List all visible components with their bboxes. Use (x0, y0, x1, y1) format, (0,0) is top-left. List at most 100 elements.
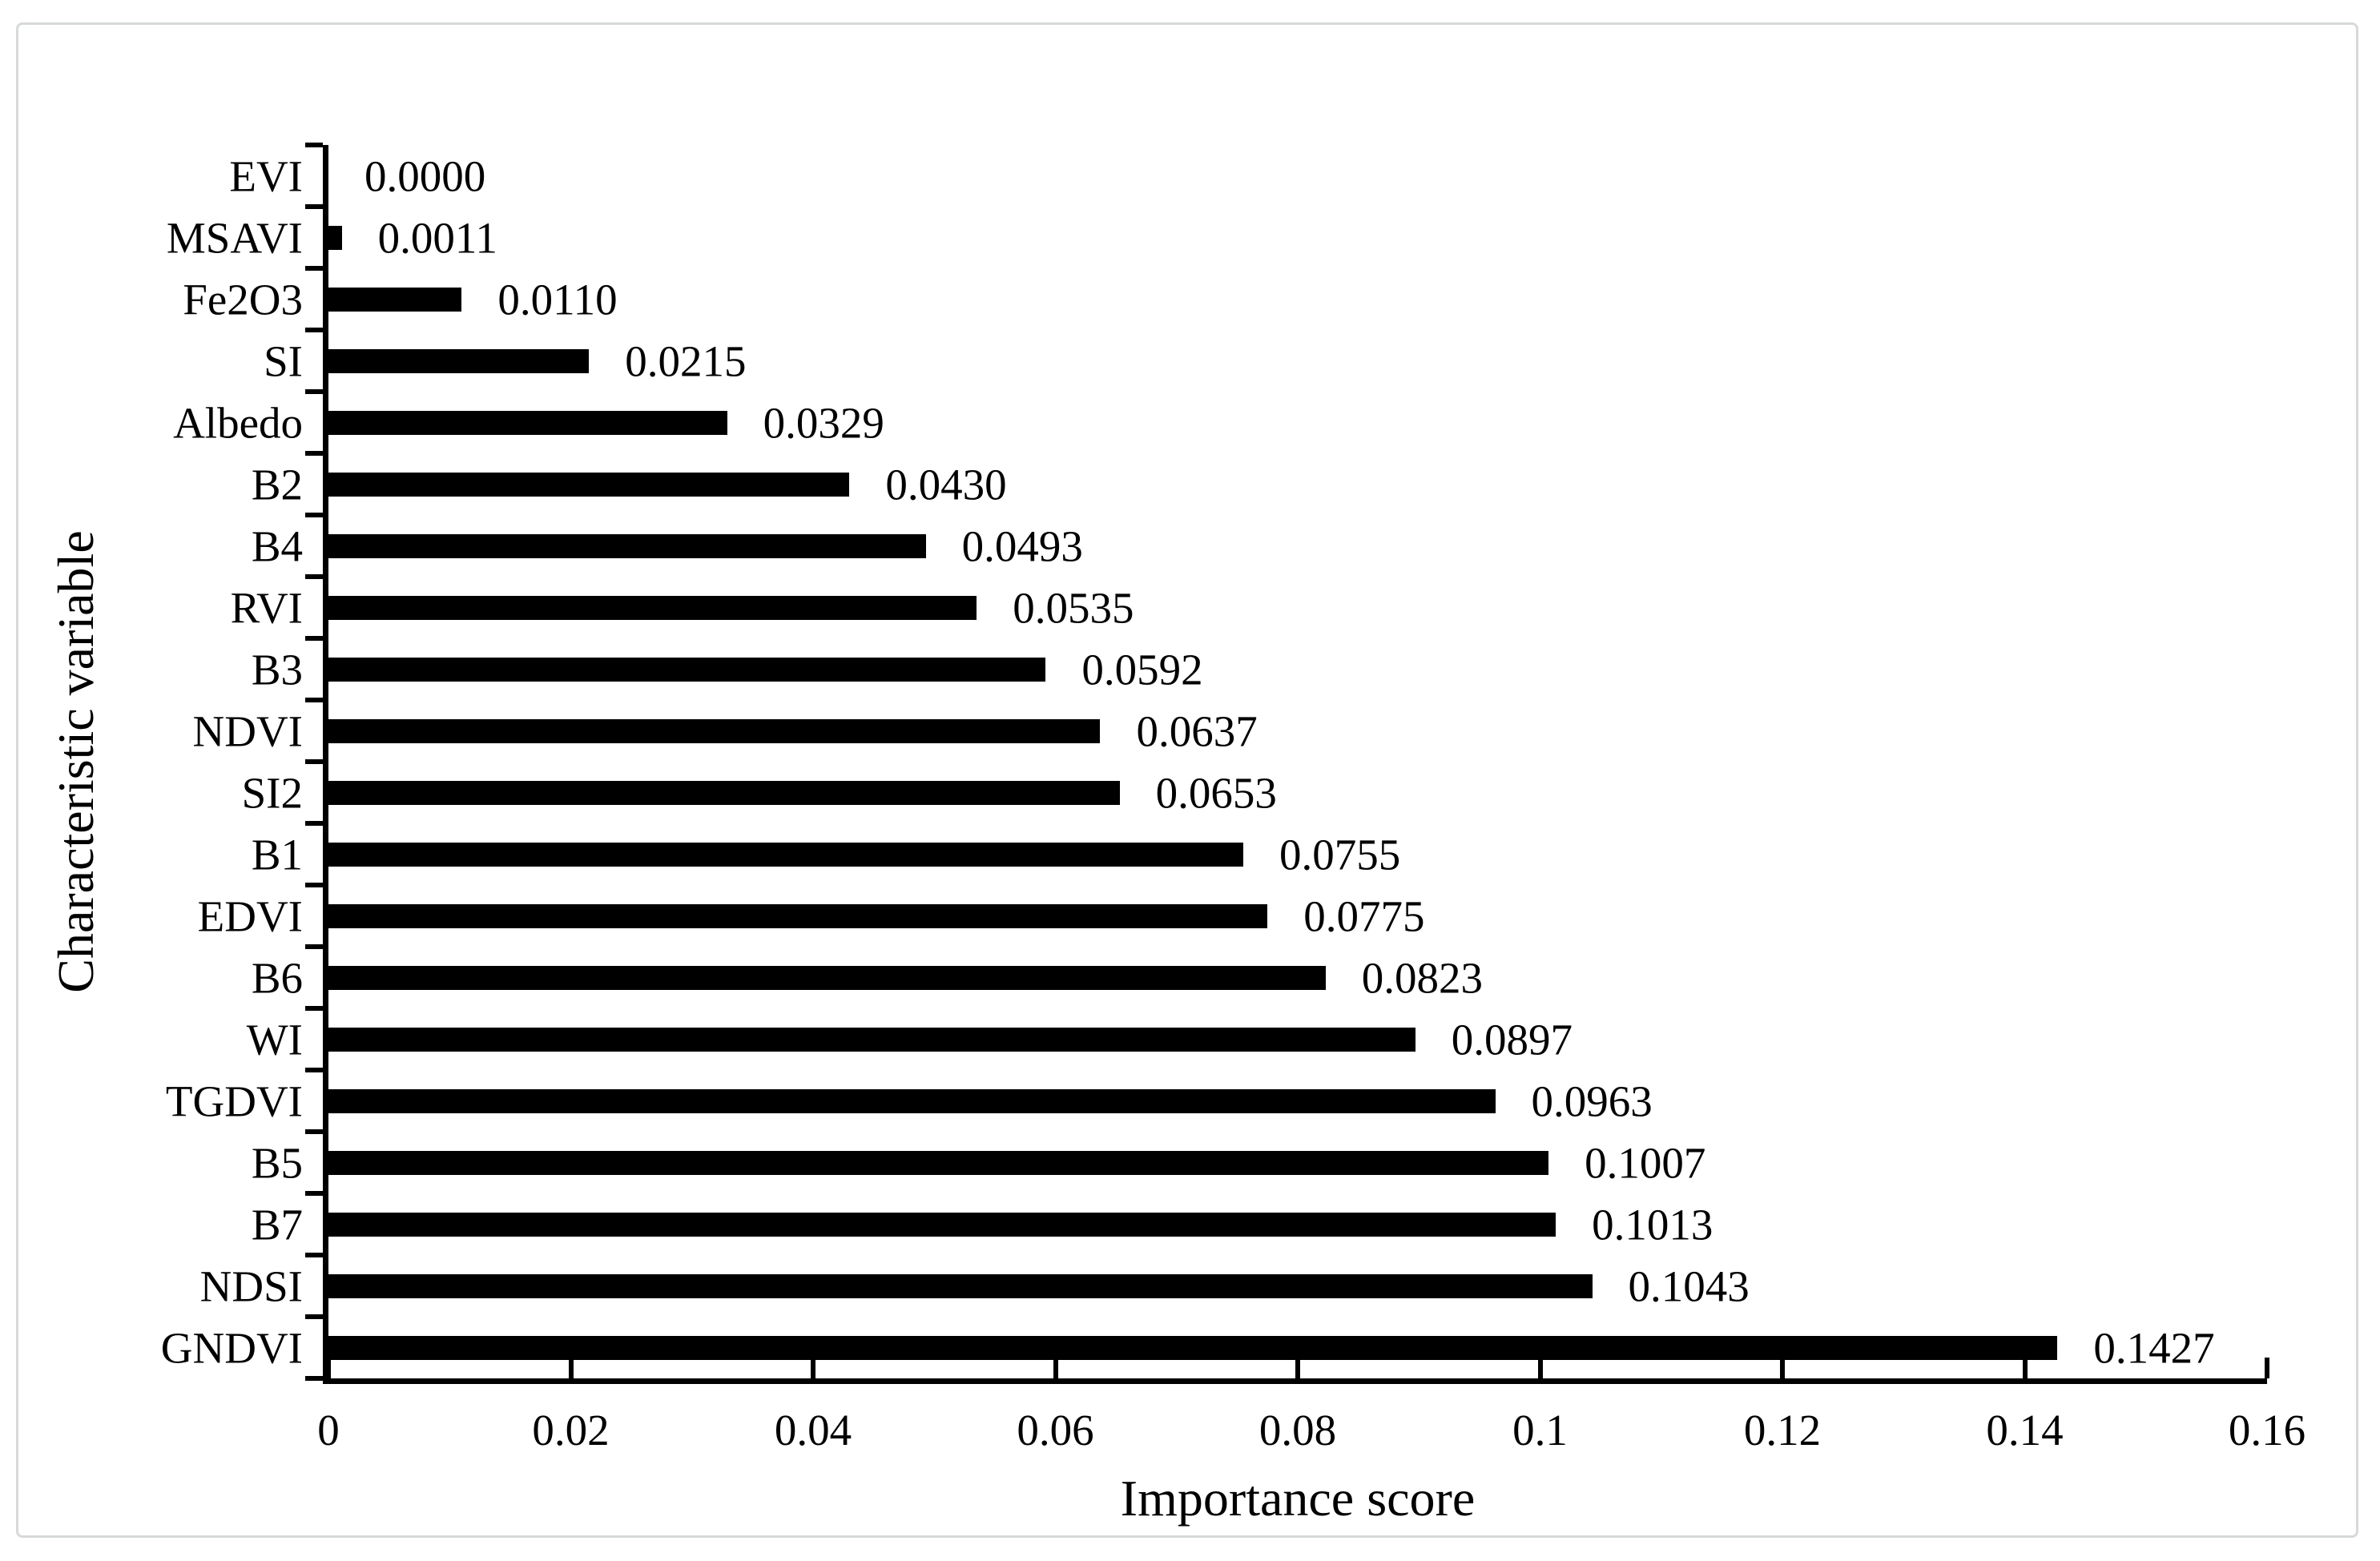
value-label: 0.0000 (364, 151, 486, 200)
y-axis-tick (305, 1068, 323, 1072)
y-axis-tick (305, 451, 323, 456)
category-label: B2 (251, 460, 303, 509)
x-axis-tick-labels: 0 0.02 0.04 0.06 0.08 0.1 0.12 0.14 0.16 (317, 1406, 2305, 1456)
category-label: B5 (251, 1138, 303, 1187)
value-label: 0.0823 (1361, 953, 1484, 1002)
value-label: 0.0775 (1303, 891, 1425, 940)
value-label: 0.0011 (377, 213, 497, 262)
x-axis-tick (1780, 1358, 1785, 1378)
x-tick-label: 0.1 (1512, 1406, 1568, 1454)
bar-row: Albedo 0.0329 (173, 392, 2267, 453)
bar-row: NDSI 0.1043 (200, 1255, 2267, 1317)
y-axis-tick (305, 328, 323, 332)
figure-frame: EVI 0.0000 MSAVI 0.0011 Fe2O3 0.0110 SI 0.0215 A… (16, 22, 2358, 1538)
bar (328, 780, 1120, 805)
bar-row: B7 0.1013 (252, 1193, 2267, 1255)
x-tick-label: 0.08 (1258, 1406, 1337, 1454)
category-label: NDSI (199, 1261, 303, 1310)
bar (328, 903, 1268, 928)
x-axis-tick (568, 1358, 574, 1378)
category-label: TGDVI (165, 1076, 303, 1125)
value-label: 0.0897 (1451, 1015, 1573, 1064)
bar-row: WI 0.0897 (247, 1008, 2267, 1070)
value-label: 0.1043 (1628, 1261, 1750, 1310)
y-axis-tick (305, 143, 323, 147)
bar-row: EDVI 0.0775 (198, 885, 2267, 947)
bar (328, 965, 1326, 990)
bar (328, 225, 342, 250)
value-label: 0.1007 (1585, 1138, 1706, 1187)
x-axis-tick (326, 1358, 331, 1378)
category-label: GNDVI (160, 1323, 303, 1372)
x-axis-tick (1295, 1358, 1300, 1378)
bar (328, 348, 590, 373)
x-tick-label: 0.14 (1986, 1406, 2064, 1454)
value-label: 0.0653 (1155, 768, 1277, 817)
value-label: 0.1013 (1592, 1200, 1714, 1249)
category-label: Albedo (173, 398, 303, 447)
x-axis-tick (1537, 1358, 1543, 1378)
bar (328, 1088, 1496, 1113)
y-axis-tick (305, 1376, 323, 1381)
value-label: 0.0430 (885, 460, 1007, 509)
bar (328, 718, 1101, 743)
category-label: B7 (251, 1200, 303, 1249)
bar-row: B5 0.1007 (252, 1132, 2267, 1193)
bar-row: Fe2O3 0.0110 (183, 268, 2267, 330)
y-axis-tick (305, 574, 323, 579)
category-label: B1 (251, 830, 303, 879)
value-label: 0.0329 (763, 398, 884, 447)
bar (328, 287, 462, 312)
y-axis-tick (305, 1006, 323, 1011)
bar-row: SI 0.0215 (264, 330, 2267, 392)
bar (328, 1027, 1416, 1052)
y-axis-tick (305, 1191, 323, 1196)
x-tick-label: 0.02 (532, 1406, 610, 1454)
y-axis-tick (305, 204, 323, 209)
x-axis-tick (2022, 1358, 2028, 1378)
bar (328, 1335, 2058, 1360)
category-label: MSAVI (166, 213, 303, 262)
category-label: SI (264, 336, 303, 385)
x-axis-title: Importance score (1120, 1470, 1476, 1527)
x-axis-tick (2265, 1358, 2269, 1378)
category-label: SI2 (241, 768, 303, 817)
y-axis-tick (305, 698, 323, 702)
x-tick-label: 0 (317, 1406, 340, 1454)
bar-row: GNDVI 0.1427 (161, 1317, 2267, 1378)
bar-row: MSAVI 0.0011 (167, 207, 2267, 268)
bar-row: B1 0.0755 (252, 823, 2267, 885)
plot-area: EVI 0.0000 MSAVI 0.0011 Fe2O3 0.0110 SI 0.0215 A… (161, 143, 2269, 1384)
bar (328, 595, 977, 620)
bar-row: NDVI 0.0637 (193, 700, 2267, 762)
bar (328, 1273, 1593, 1298)
x-tick-label: 0.16 (2228, 1406, 2306, 1454)
category-label: RVI (230, 583, 303, 632)
bar-row: B6 0.0823 (252, 947, 2267, 1008)
bar (328, 1212, 1556, 1237)
y-axis-tick (305, 944, 323, 949)
y-axis-tick (305, 1314, 323, 1319)
value-label: 0.0215 (625, 336, 747, 385)
category-label: B3 (251, 645, 303, 694)
bar-row: SI2 0.0653 (242, 762, 2267, 823)
category-label: WI (246, 1015, 303, 1064)
x-axis-tick (1053, 1358, 1058, 1378)
bar (328, 533, 926, 558)
bar (328, 410, 727, 435)
bar (328, 657, 1046, 682)
y-axis-tick (305, 513, 323, 517)
value-label: 0.0637 (1136, 706, 1258, 755)
bar (328, 1150, 1549, 1175)
bar-row: B3 0.0592 (252, 638, 2267, 700)
y-axis-tick (305, 389, 323, 394)
bar-row: EVI 0.0000 (229, 145, 2267, 207)
value-label: 0.0493 (961, 521, 1083, 570)
x-tick-label: 0.12 (1743, 1406, 1822, 1454)
x-tick-label: 0.04 (774, 1406, 852, 1454)
category-label: B6 (251, 953, 303, 1002)
value-label: 0.0963 (1531, 1076, 1653, 1125)
bar (328, 842, 1243, 867)
y-axis-tick (305, 266, 323, 271)
value-label: 0.0755 (1279, 830, 1401, 879)
